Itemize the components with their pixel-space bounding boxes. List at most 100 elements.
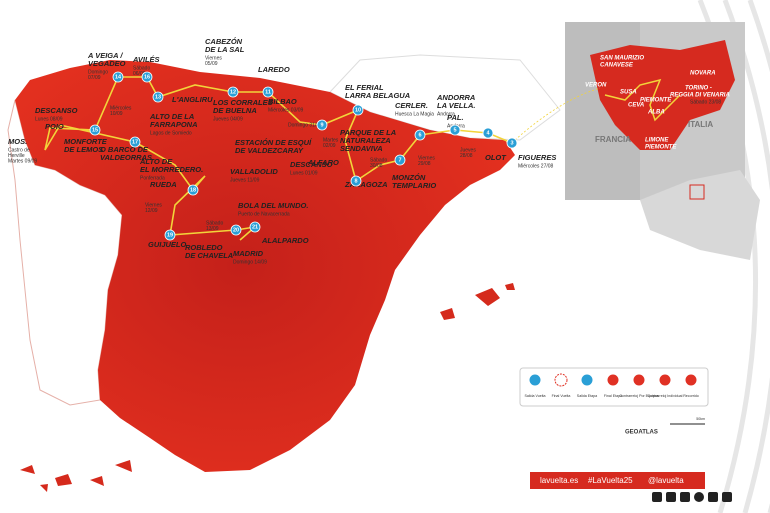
stage-marker xyxy=(352,104,364,116)
stage-marker xyxy=(112,71,124,83)
legend-icon xyxy=(528,373,542,387)
stage-marker xyxy=(152,91,164,103)
stage-marker xyxy=(414,129,426,141)
inset-locator xyxy=(689,184,705,200)
legend-label: Contrarreloj Individual xyxy=(648,394,683,398)
place-date: Huesca La Magia xyxy=(395,111,434,117)
place-name: DE CHAVELA xyxy=(185,251,233,260)
inset-label: PIEMONTE xyxy=(645,145,677,151)
stage-marker xyxy=(262,86,274,98)
place-name: ANDORRA xyxy=(436,93,475,102)
legend-icon xyxy=(658,373,672,387)
place-name: EL FERIAL xyxy=(345,83,384,92)
place-date: 13/09 xyxy=(206,226,219,232)
place-name: DESCANSO xyxy=(290,160,333,169)
place-date: Martes 09/09 xyxy=(8,158,37,164)
inset-label: Sábado 23/08 xyxy=(690,99,721,105)
inset-label: TORINO - xyxy=(685,86,712,92)
stage-marker xyxy=(394,154,406,166)
stage-number: 8 xyxy=(354,178,357,184)
place-name: POIO xyxy=(45,122,64,131)
inset-label: LIMONE xyxy=(645,138,669,144)
islands xyxy=(20,283,515,492)
place-date: 12/09 xyxy=(145,208,158,214)
place-name: CABEZÓN xyxy=(205,37,243,46)
place-date: Sábado xyxy=(370,157,387,163)
stage-number: 13 xyxy=(155,94,161,100)
stage-number: 15 xyxy=(92,127,98,133)
place-name: LA VELLA. xyxy=(437,101,475,110)
inset-label: ITALIA xyxy=(688,120,713,129)
stage-marker xyxy=(227,86,239,98)
place-name: ALTO DE LA xyxy=(149,112,194,121)
place-name: FARRAPONA xyxy=(150,120,198,129)
stage-marker xyxy=(129,136,141,148)
stage-marker xyxy=(141,71,153,83)
place-date: Domingo 14/09 xyxy=(233,259,267,265)
place-date: Sábado xyxy=(133,65,150,71)
stage-number: 5 xyxy=(453,127,456,133)
place-name: LAREDO xyxy=(258,65,290,74)
place-name: DE LEMOS xyxy=(64,145,103,154)
place-date: Lagos de Somiedo xyxy=(150,130,192,136)
inset-piemonte xyxy=(590,40,735,150)
stage-number: 7 xyxy=(398,157,401,163)
legend-icon xyxy=(684,373,698,387)
inset-label: VERON xyxy=(585,83,607,89)
inset-label: PIEMONTE xyxy=(640,98,672,104)
place-name: ALALPARDO xyxy=(261,236,309,245)
place-date: Sábado xyxy=(206,220,223,226)
inset-label: REGGIA DI VENARIA xyxy=(670,93,730,99)
place-date: Jueves 11/09 xyxy=(230,177,260,183)
legend-icon xyxy=(606,373,620,387)
stage-number: 3 xyxy=(510,140,513,146)
stage-marker xyxy=(230,224,242,236)
place-date: Miércoles 27/08 xyxy=(518,163,554,169)
place-name: SENDAVIVA xyxy=(340,144,383,153)
stage-number: 21 xyxy=(252,224,258,230)
place-name: OLOT xyxy=(485,153,507,162)
place-name: DE VALDEZCARAY xyxy=(235,146,304,155)
inset-label: NOVARA xyxy=(690,71,716,77)
legend-icon xyxy=(554,373,568,387)
stage-number: 6 xyxy=(418,132,421,138)
place-date: Domingo xyxy=(88,69,108,75)
stage-marker xyxy=(316,119,328,131)
legend-label: Salida Vuelta xyxy=(524,394,545,398)
place-date: 06/09 xyxy=(133,71,146,77)
place-date: Jueves xyxy=(460,147,476,153)
stage-marker xyxy=(89,124,101,136)
place-name: BOLA DEL MUNDO. xyxy=(238,201,308,210)
place-name: MADRID xyxy=(233,249,264,258)
stage-number: 10 xyxy=(355,107,361,113)
place-date: Martes xyxy=(323,137,339,143)
stage-number: 16 xyxy=(144,74,150,80)
place-name: FIGUERES xyxy=(518,153,556,162)
place-date: Viernes xyxy=(418,155,435,161)
place-date: Lunes 01/09 xyxy=(290,170,318,176)
place-name: VALLADOLID xyxy=(230,167,278,176)
place-name: ROBLEDO xyxy=(185,243,223,252)
inset-label: SUSA xyxy=(620,90,637,96)
place-date: Herville xyxy=(8,153,25,159)
place-date: Puerto de Navacerrada xyxy=(238,211,290,217)
place-name: ALTO DE xyxy=(139,157,173,166)
inset-label: CANAVESE xyxy=(600,63,634,69)
place-date: 29/08 xyxy=(418,161,431,167)
inset-route xyxy=(604,78,681,122)
place-name: ALFARO xyxy=(307,158,339,167)
legend-label: Final Etapa xyxy=(604,394,622,398)
place-date: Domingo 31/08 xyxy=(288,122,322,128)
stage-marker xyxy=(249,221,261,233)
footer-text: @lavuelta xyxy=(648,476,684,485)
place-name: RUEDA xyxy=(150,180,177,189)
inset-link xyxy=(514,87,601,141)
place-date: Ponferrada xyxy=(140,175,165,181)
stage-number: 18 xyxy=(190,187,196,193)
stage-number: 20 xyxy=(233,227,239,233)
place-date: Andorra xyxy=(437,111,455,117)
inset-label: FRANCIA xyxy=(595,135,631,144)
stage-marker xyxy=(164,229,176,241)
place-date: Viernes xyxy=(145,202,162,208)
